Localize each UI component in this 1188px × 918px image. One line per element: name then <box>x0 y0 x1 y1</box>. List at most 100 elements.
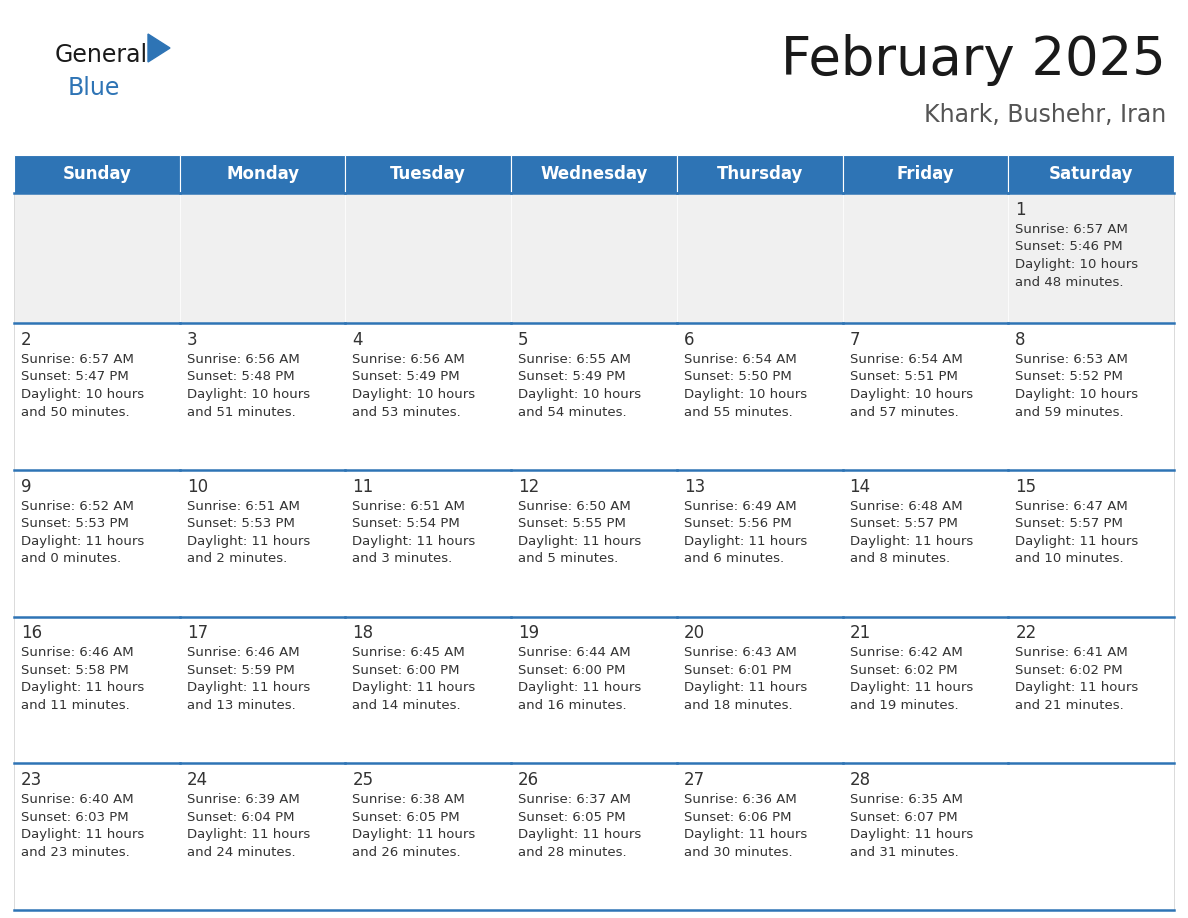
Text: Daylight: 11 hours: Daylight: 11 hours <box>1016 535 1138 548</box>
Text: Daylight: 11 hours: Daylight: 11 hours <box>1016 681 1138 695</box>
Bar <box>1009 155 1174 193</box>
Text: Sunset: 5:49 PM: Sunset: 5:49 PM <box>518 371 626 384</box>
Text: Sunrise: 6:41 AM: Sunrise: 6:41 AM <box>1016 646 1129 659</box>
Bar <box>346 617 511 763</box>
Text: Sunrise: 6:37 AM: Sunrise: 6:37 AM <box>518 793 631 806</box>
Text: Sunrise: 6:56 AM: Sunrise: 6:56 AM <box>187 353 299 366</box>
Text: 7: 7 <box>849 331 860 349</box>
Text: 6: 6 <box>684 331 694 349</box>
Text: 27: 27 <box>684 771 704 789</box>
Bar <box>179 193 346 323</box>
Bar <box>14 323 179 470</box>
Text: Sunrise: 6:54 AM: Sunrise: 6:54 AM <box>849 353 962 366</box>
Text: 12: 12 <box>518 477 539 496</box>
Bar <box>677 763 842 910</box>
Text: Sunset: 6:04 PM: Sunset: 6:04 PM <box>187 811 295 823</box>
Text: Sunset: 6:02 PM: Sunset: 6:02 PM <box>1016 664 1123 677</box>
Text: Sunset: 5:53 PM: Sunset: 5:53 PM <box>187 517 295 531</box>
Text: Daylight: 10 hours: Daylight: 10 hours <box>353 388 475 401</box>
Text: Sunset: 5:52 PM: Sunset: 5:52 PM <box>1016 371 1123 384</box>
Text: Daylight: 10 hours: Daylight: 10 hours <box>187 388 310 401</box>
Text: and 50 minutes.: and 50 minutes. <box>21 406 129 419</box>
Bar <box>1009 323 1174 470</box>
Text: Sunrise: 6:47 AM: Sunrise: 6:47 AM <box>1016 499 1129 513</box>
Text: Khark, Bushehr, Iran: Khark, Bushehr, Iran <box>924 103 1165 127</box>
Text: Sunrise: 6:44 AM: Sunrise: 6:44 AM <box>518 646 631 659</box>
Bar <box>842 763 1009 910</box>
Text: and 5 minutes.: and 5 minutes. <box>518 553 619 565</box>
Text: and 6 minutes.: and 6 minutes. <box>684 553 784 565</box>
Text: 23: 23 <box>21 771 43 789</box>
Text: 19: 19 <box>518 624 539 643</box>
Bar <box>511 617 677 763</box>
Text: and 55 minutes.: and 55 minutes. <box>684 406 792 419</box>
Text: and 19 minutes.: and 19 minutes. <box>849 699 959 712</box>
Text: Sunrise: 6:43 AM: Sunrise: 6:43 AM <box>684 646 797 659</box>
Text: and 23 minutes.: and 23 minutes. <box>21 845 129 858</box>
Text: and 3 minutes.: and 3 minutes. <box>353 553 453 565</box>
Text: Sunrise: 6:36 AM: Sunrise: 6:36 AM <box>684 793 797 806</box>
Text: 13: 13 <box>684 477 706 496</box>
Text: Sunrise: 6:52 AM: Sunrise: 6:52 AM <box>21 499 134 513</box>
Text: 14: 14 <box>849 477 871 496</box>
Bar <box>842 470 1009 617</box>
Text: Sunrise: 6:48 AM: Sunrise: 6:48 AM <box>849 499 962 513</box>
Bar <box>842 617 1009 763</box>
Bar <box>1009 763 1174 910</box>
Text: Sunrise: 6:51 AM: Sunrise: 6:51 AM <box>187 499 299 513</box>
Text: Daylight: 11 hours: Daylight: 11 hours <box>187 681 310 695</box>
Text: Sunrise: 6:54 AM: Sunrise: 6:54 AM <box>684 353 797 366</box>
Text: Daylight: 11 hours: Daylight: 11 hours <box>849 681 973 695</box>
Text: 10: 10 <box>187 477 208 496</box>
Text: and 10 minutes.: and 10 minutes. <box>1016 553 1124 565</box>
Bar <box>14 470 179 617</box>
Text: and 2 minutes.: and 2 minutes. <box>187 553 287 565</box>
Text: and 30 minutes.: and 30 minutes. <box>684 845 792 858</box>
Text: and 54 minutes.: and 54 minutes. <box>518 406 627 419</box>
Text: 18: 18 <box>353 624 373 643</box>
Text: Sunset: 6:00 PM: Sunset: 6:00 PM <box>518 664 626 677</box>
Text: Daylight: 11 hours: Daylight: 11 hours <box>684 828 807 841</box>
Bar <box>346 193 511 323</box>
Text: Sunset: 5:55 PM: Sunset: 5:55 PM <box>518 517 626 531</box>
Text: Daylight: 11 hours: Daylight: 11 hours <box>849 535 973 548</box>
Bar <box>511 155 677 193</box>
Text: and 51 minutes.: and 51 minutes. <box>187 406 296 419</box>
Text: and 0 minutes.: and 0 minutes. <box>21 553 121 565</box>
Text: Sunrise: 6:55 AM: Sunrise: 6:55 AM <box>518 353 631 366</box>
Text: Sunrise: 6:38 AM: Sunrise: 6:38 AM <box>353 793 466 806</box>
Bar <box>179 155 346 193</box>
Text: 4: 4 <box>353 331 362 349</box>
Text: Daylight: 11 hours: Daylight: 11 hours <box>684 535 807 548</box>
Text: Sunset: 5:47 PM: Sunset: 5:47 PM <box>21 371 128 384</box>
Text: and 8 minutes.: and 8 minutes. <box>849 553 949 565</box>
Text: 2: 2 <box>21 331 32 349</box>
Text: 26: 26 <box>518 771 539 789</box>
Text: Sunrise: 6:42 AM: Sunrise: 6:42 AM <box>849 646 962 659</box>
Text: and 24 minutes.: and 24 minutes. <box>187 845 296 858</box>
Text: Daylight: 11 hours: Daylight: 11 hours <box>518 681 642 695</box>
Text: Sunrise: 6:51 AM: Sunrise: 6:51 AM <box>353 499 466 513</box>
Text: Sunrise: 6:45 AM: Sunrise: 6:45 AM <box>353 646 466 659</box>
Text: 15: 15 <box>1016 477 1036 496</box>
Bar <box>179 323 346 470</box>
Text: 1: 1 <box>1016 201 1026 219</box>
Text: Daylight: 11 hours: Daylight: 11 hours <box>353 535 475 548</box>
Text: and 26 minutes.: and 26 minutes. <box>353 845 461 858</box>
Text: and 13 minutes.: and 13 minutes. <box>187 699 296 712</box>
Text: 17: 17 <box>187 624 208 643</box>
Bar <box>179 470 346 617</box>
Bar <box>346 323 511 470</box>
Text: Daylight: 11 hours: Daylight: 11 hours <box>21 828 144 841</box>
Text: and 31 minutes.: and 31 minutes. <box>849 845 959 858</box>
Text: and 18 minutes.: and 18 minutes. <box>684 699 792 712</box>
Bar <box>179 763 346 910</box>
Text: and 59 minutes.: and 59 minutes. <box>1016 406 1124 419</box>
Text: Sunset: 5:53 PM: Sunset: 5:53 PM <box>21 517 128 531</box>
Text: Sunrise: 6:53 AM: Sunrise: 6:53 AM <box>1016 353 1129 366</box>
Text: Sunset: 5:57 PM: Sunset: 5:57 PM <box>1016 517 1123 531</box>
Text: Sunset: 6:05 PM: Sunset: 6:05 PM <box>518 811 626 823</box>
Text: 11: 11 <box>353 477 374 496</box>
Text: Sunset: 5:48 PM: Sunset: 5:48 PM <box>187 371 295 384</box>
Text: Daylight: 11 hours: Daylight: 11 hours <box>21 681 144 695</box>
